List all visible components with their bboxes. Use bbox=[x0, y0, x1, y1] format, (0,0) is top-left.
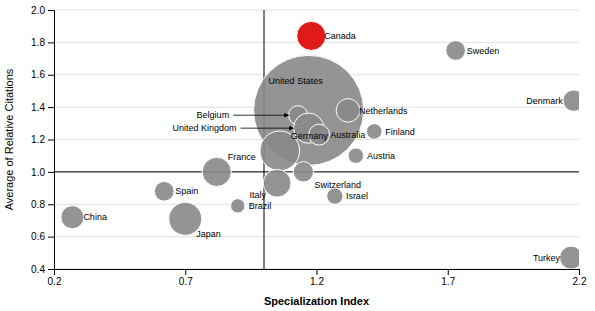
x-axis-title: Specialization Index bbox=[264, 295, 370, 307]
x-tick-label: 0.2 bbox=[48, 276, 62, 287]
bubble bbox=[446, 41, 466, 61]
x-tick-mark bbox=[185, 269, 186, 275]
y-tick: 2.0 bbox=[31, 5, 54, 16]
y-tick-label: 1.4 bbox=[31, 102, 45, 113]
point-label: Israel bbox=[346, 191, 368, 201]
bubble bbox=[560, 246, 579, 269]
chart-svg: 0.2 0.7 1.2 1.7 2.2 0.4 0.6 0.8 1.0 1.2 1.4 1.6 1.8 2… bbox=[0, 0, 595, 311]
y-grid-line bbox=[54, 236, 579, 237]
y-tick: 1.4 bbox=[31, 102, 54, 113]
point-label: Japan bbox=[196, 229, 221, 239]
bubble bbox=[231, 199, 245, 213]
y-tick-mark bbox=[48, 107, 54, 108]
point-label: Brazil bbox=[249, 201, 272, 211]
y-tick-mark bbox=[48, 75, 54, 76]
point-label: Italy bbox=[250, 190, 267, 200]
x-tick: 1.7 bbox=[441, 269, 455, 287]
y-tick-mark bbox=[48, 172, 54, 173]
y-axis-title: Average of Relative Citations bbox=[3, 68, 15, 210]
grid bbox=[54, 10, 579, 269]
y-reference-line bbox=[54, 171, 579, 172]
point-label: United Kingdom bbox=[173, 123, 237, 133]
y-tick-mark bbox=[48, 10, 54, 11]
y-tick-label: 1.6 bbox=[31, 69, 45, 80]
x-tick: 1.2 bbox=[310, 269, 324, 287]
x-tick: 2.2 bbox=[573, 269, 587, 287]
y-tick: 1.0 bbox=[31, 167, 54, 178]
y-tick: 0.8 bbox=[31, 199, 54, 210]
y-tick: 0.4 bbox=[31, 264, 54, 275]
x-tick-mark bbox=[448, 269, 449, 275]
bubble bbox=[263, 169, 291, 197]
y-axis-line bbox=[48, 11, 55, 270]
y-tick: 1.8 bbox=[31, 37, 54, 48]
point-label: United States bbox=[269, 76, 324, 86]
bubble bbox=[348, 148, 364, 164]
bubble bbox=[563, 90, 579, 111]
y-tick-mark bbox=[48, 269, 54, 270]
point-label: Australia bbox=[330, 130, 365, 140]
point-label: Finland bbox=[385, 127, 415, 137]
point-label: Sweden bbox=[467, 46, 500, 56]
x-tick: 0.7 bbox=[179, 269, 193, 287]
point-label: Belgium bbox=[197, 110, 230, 120]
x-tick-label: 1.2 bbox=[310, 276, 324, 287]
leader-arrow bbox=[241, 128, 294, 129]
point-label: Turkey bbox=[533, 253, 561, 263]
point-label: Switzerland bbox=[314, 180, 361, 190]
point-label: Canada bbox=[324, 31, 356, 41]
y-grid-line bbox=[54, 10, 579, 11]
bubble bbox=[61, 206, 84, 229]
y-grid-line bbox=[54, 204, 579, 205]
y-grid-line bbox=[54, 171, 579, 172]
y-tick-label: 1.2 bbox=[31, 134, 45, 145]
bubble bbox=[154, 181, 174, 201]
point-label: France bbox=[228, 152, 256, 162]
marks bbox=[54, 10, 579, 269]
y-tick: 1.2 bbox=[31, 134, 54, 145]
x-tick-label: 1.7 bbox=[441, 276, 455, 287]
x-tick-mark bbox=[317, 269, 318, 275]
bubble bbox=[293, 162, 313, 182]
y-tick-label: 1.8 bbox=[31, 37, 45, 48]
x-axis-line bbox=[55, 270, 580, 276]
point-label: Germany bbox=[291, 131, 329, 141]
y-tick-label: 1.0 bbox=[31, 167, 45, 178]
bubble bbox=[297, 21, 326, 50]
point-label: Austria bbox=[367, 151, 395, 161]
x-axis: 0.2 0.7 1.2 1.7 2.2 bbox=[48, 269, 587, 287]
x-tick-label: 2.2 bbox=[573, 276, 587, 287]
y-tick-label: 0.8 bbox=[31, 199, 45, 210]
y-tick-mark bbox=[48, 42, 54, 43]
chart-container: 0.2 0.7 1.2 1.7 2.2 0.4 0.6 0.8 1.0 1.2 1.4 1.6 1.8 2… bbox=[0, 0, 595, 311]
point-label: Spain bbox=[175, 186, 198, 196]
bubble bbox=[327, 188, 343, 204]
bubble bbox=[366, 124, 382, 140]
x-tick: 0.2 bbox=[48, 269, 62, 287]
y-axis: 0.4 0.6 0.8 1.0 1.2 1.4 1.6 1.8 2.0 bbox=[31, 5, 54, 275]
point-label: China bbox=[83, 212, 107, 222]
plot: 0.2 0.7 1.2 1.7 2.2 0.4 0.6 0.8 1.0 1.2 1.4 1.6 1.8 2… bbox=[31, 5, 587, 287]
y-tick-mark bbox=[48, 237, 54, 238]
point-label: Denmark bbox=[526, 96, 563, 106]
leader-arrow bbox=[233, 115, 288, 116]
annotations: Canada United States Belgium United Kingdom… bbox=[83, 31, 563, 263]
y-tick-label: 2.0 bbox=[31, 5, 45, 16]
x-tick-mark bbox=[579, 269, 580, 275]
y-tick-label: 0.4 bbox=[31, 264, 45, 275]
bubble bbox=[336, 99, 360, 123]
x-tick-label: 0.7 bbox=[179, 276, 193, 287]
point-label: Netherlands bbox=[359, 106, 408, 116]
y-tick-mark bbox=[48, 140, 54, 141]
y-tick: 0.6 bbox=[31, 231, 54, 242]
y-tick-mark bbox=[48, 204, 54, 205]
y-tick-label: 0.6 bbox=[31, 231, 45, 242]
y-tick: 1.6 bbox=[31, 69, 54, 80]
